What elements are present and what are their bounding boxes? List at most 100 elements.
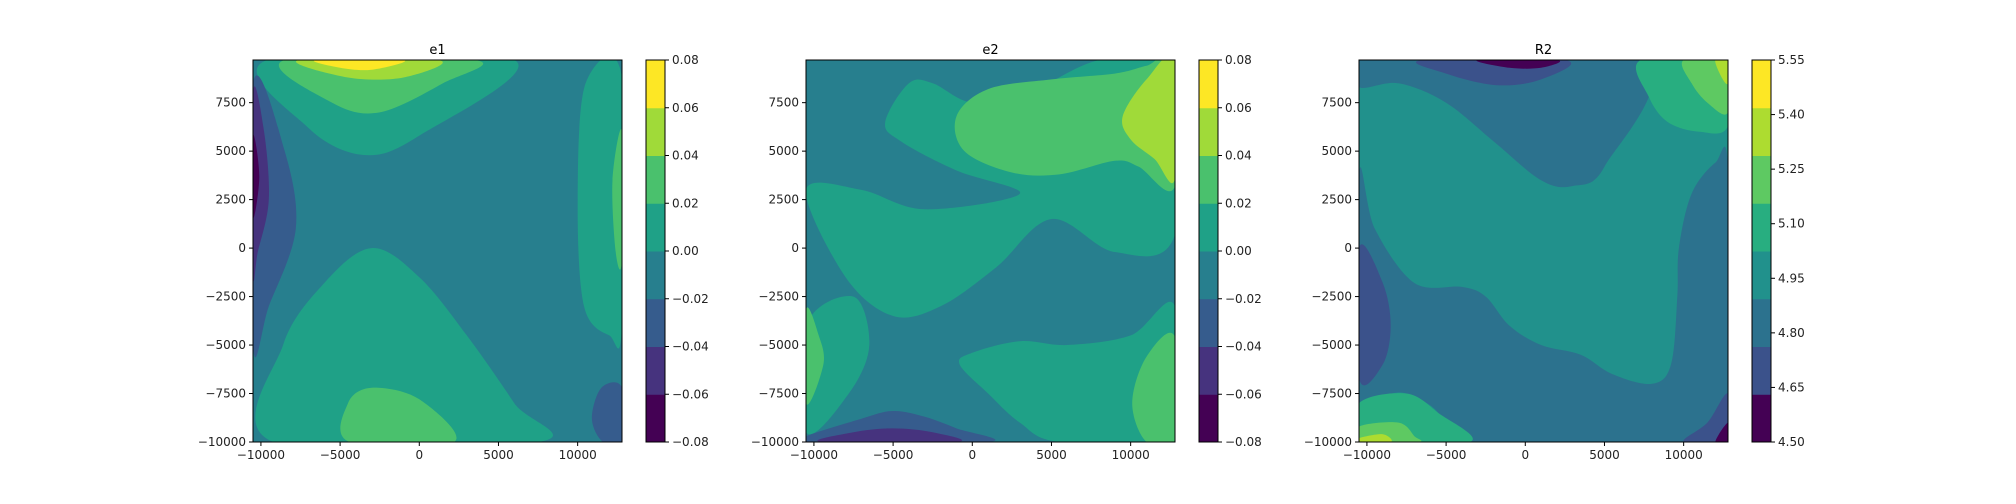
colorbar-tick-label: 4.50	[1778, 435, 1805, 449]
axes-frame	[252, 59, 623, 443]
colorbar-band	[646, 155, 665, 204]
colorbar-tick-label: 5.25	[1778, 162, 1805, 176]
contour-region	[1681, 60, 1728, 115]
x-tick-label: −10000	[237, 448, 285, 462]
y-tick-label: 5000	[215, 144, 246, 158]
contour-region	[1359, 60, 1653, 188]
colorbar-band	[646, 203, 665, 252]
y-tick-label: −10000	[751, 435, 799, 449]
x-tick-label: −5000	[873, 448, 914, 462]
colorbar-tick-label: 0.04	[672, 149, 699, 163]
colorbar-band	[1752, 60, 1771, 109]
y-tick-label: 0	[1344, 241, 1352, 255]
colorbar-tick-label: −0.08	[1225, 435, 1262, 449]
contour-region	[591, 382, 622, 442]
axes-frame	[805, 59, 1176, 443]
contour-region	[313, 60, 406, 71]
y-tick-label: 0	[791, 241, 799, 255]
y-tick-label: −2500	[1311, 290, 1352, 304]
contour-region	[253, 86, 270, 282]
y-tick-label: 5000	[768, 144, 799, 158]
x-tick-label: 5000	[483, 448, 514, 462]
contour-region	[612, 129, 622, 270]
colorbar-frame	[1751, 59, 1772, 443]
contour-region	[1122, 60, 1175, 184]
y-tick-label: 7500	[1321, 96, 1352, 110]
colorbar-band	[646, 346, 665, 395]
x-tick-label: 10000	[559, 448, 597, 462]
colorbar-band	[1199, 346, 1218, 395]
colorbar-tick-label: −0.08	[672, 435, 709, 449]
colorbar-band	[1199, 107, 1218, 156]
e1-panel: e1 −10000 −5000 0 5000 10000 −10000 −7500 −5000 −…	[198, 43, 709, 462]
y-tick-label: −10000	[1304, 435, 1352, 449]
colorbar-tick-label: 0.00	[672, 244, 699, 258]
r2-panel: R2 −10000 −5000 0 5000 10000 −10000 −7500 −5000 −…	[1304, 43, 1805, 462]
y-tick-label: −7500	[205, 387, 246, 401]
colorbar-band	[646, 298, 665, 347]
colorbar-tick-label: 4.80	[1778, 326, 1805, 340]
x-tick-label: −10000	[1343, 448, 1391, 462]
x-tick-label: 10000	[1112, 448, 1150, 462]
contour-plot-area	[806, 60, 1175, 442]
x-tick-label: 0	[415, 448, 423, 462]
colorbar-tick-label: 0.00	[1225, 244, 1252, 258]
colorbar-band	[646, 394, 665, 443]
contour-region	[1359, 434, 1392, 442]
x-tick-label: −5000	[320, 448, 361, 462]
contour-region	[1359, 244, 1391, 386]
colorbar-tick-label: 5.55	[1778, 53, 1805, 67]
colorbar-tick-label: 0.08	[672, 53, 699, 67]
y-tick-label: −7500	[758, 387, 799, 401]
contour-region	[958, 301, 1175, 442]
y-tick-label: −7500	[1311, 387, 1352, 401]
colorbar-band	[1199, 298, 1218, 347]
colorbar-band	[646, 107, 665, 156]
colorbar-tick-label: −0.02	[1225, 292, 1262, 306]
colorbar-band	[1752, 203, 1771, 252]
colorbar-tick-label: 0.02	[1225, 196, 1252, 210]
y-tick-label: −5000	[758, 338, 799, 352]
contour-region	[1683, 393, 1728, 442]
contour-region	[340, 387, 457, 442]
contour-plot-area	[253, 60, 622, 442]
y-tick-label: 7500	[768, 96, 799, 110]
colorbar-band	[1752, 155, 1771, 204]
contour-region	[1715, 60, 1728, 85]
y-tick-label: 0	[238, 241, 246, 255]
chart-title: R2	[1535, 43, 1552, 58]
contour-plot-area	[1359, 60, 1728, 442]
contour-region	[253, 134, 260, 218]
e2-panel: e2 −10000 −5000 0 5000 10000 −10000 −7500 −5000 −…	[751, 43, 1262, 462]
colorbar-tick-label: 0.02	[672, 196, 699, 210]
chart-title: e2	[982, 43, 998, 58]
colorbar-band	[1752, 394, 1771, 443]
x-tick-label: 5000	[1589, 448, 1620, 462]
y-tick-label: −5000	[205, 338, 246, 352]
colorbar-tick-label: 0.06	[1225, 101, 1252, 115]
contour-region	[817, 428, 963, 442]
colorbar-band	[1199, 203, 1218, 252]
x-tick-label: −5000	[1426, 448, 1467, 462]
colorbar-band	[1752, 251, 1771, 300]
colorbar-band	[1752, 107, 1771, 156]
contour-region	[806, 307, 824, 405]
y-tick-label: −5000	[1311, 338, 1352, 352]
y-tick-label: 2500	[1321, 193, 1352, 207]
colorbar-band	[1199, 60, 1218, 109]
colorbar-tick-label: 4.95	[1778, 271, 1805, 285]
contour-region	[1476, 60, 1561, 69]
colorbar-tick-label: −0.06	[1225, 387, 1262, 401]
contour-region	[1132, 332, 1175, 442]
contour-region	[1359, 146, 1728, 442]
colorbar-tick-label: −0.04	[672, 340, 709, 354]
colorbar-band	[1752, 346, 1771, 395]
contour-region	[954, 60, 1175, 192]
colorbar-tick-label: 5.10	[1778, 217, 1805, 231]
colorbar-band	[1199, 251, 1218, 300]
y-tick-label: −10000	[198, 435, 246, 449]
colorbar-tick-label: 4.65	[1778, 380, 1805, 394]
colorbar-band	[1199, 155, 1218, 204]
x-tick-label: −10000	[790, 448, 838, 462]
